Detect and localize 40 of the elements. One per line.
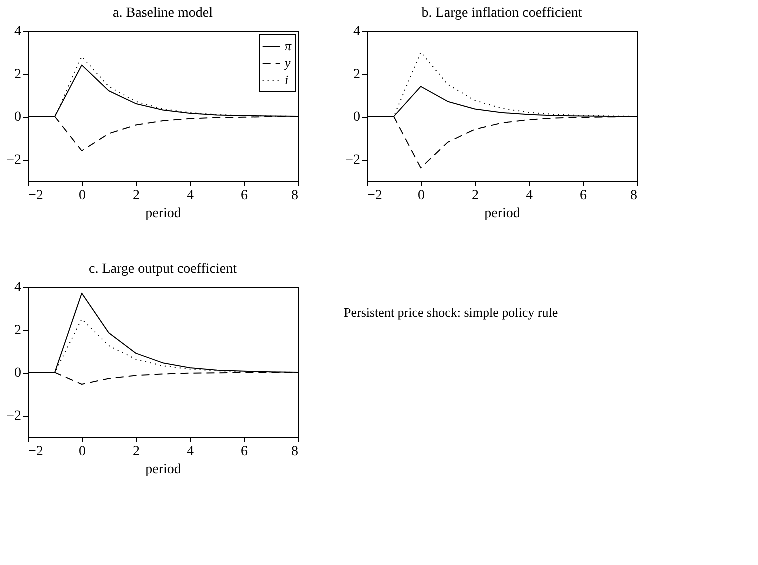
x-tick-label: −2 (28, 444, 44, 460)
x-tick-label: −2 (368, 188, 382, 204)
x-tick-label: 8 (292, 188, 298, 204)
x-tick-label: 0 (418, 188, 425, 204)
x-tick-label: 8 (292, 444, 298, 460)
x-tick-label: 4 (187, 188, 194, 204)
x-axis-title: period (146, 462, 182, 478)
x-tick-label: 6 (241, 444, 248, 460)
legend-label: y (283, 56, 291, 70)
x-tick-label: 6 (580, 188, 587, 204)
x-tick-label: 4 (187, 444, 194, 460)
x-tick-label: −2 (28, 188, 44, 204)
x-tick-label: 2 (472, 188, 479, 204)
y-tick-label: 2 (14, 323, 22, 338)
chart-title: a. Baseline model (113, 6, 214, 21)
x-tick-label: 8 (630, 188, 638, 204)
y-tick-label: 4 (354, 24, 360, 40)
x-axis-title: period (484, 206, 520, 222)
y-tick-label: 0 (14, 366, 22, 382)
x-axis-title: period (146, 206, 182, 222)
y-tick-label: −2 (6, 409, 22, 424)
x-tick-label: 4 (526, 188, 533, 204)
x-tick-label: 0 (79, 188, 86, 204)
y-tick-label: 2 (354, 67, 360, 82)
x-tick-label: 2 (133, 444, 140, 460)
x-tick-label: 6 (241, 188, 248, 204)
text: Persistent price shock: simple policy rule (344, 305, 558, 320)
chart-title: b. Large inflation coefficient (422, 6, 582, 21)
x-tick-label: 2 (133, 188, 140, 204)
chart-title: c. Large output coefficient (89, 262, 238, 277)
y-tick-label: 0 (14, 110, 22, 126)
x-tick-label: 0 (79, 444, 86, 460)
y-tick-label: 2 (14, 67, 22, 82)
y-tick-label: −2 (6, 153, 22, 168)
y-tick-label: 0 (354, 110, 360, 126)
y-tick-label: 4 (14, 24, 22, 40)
legend-label: π (285, 38, 292, 54)
y-tick-label: −2 (346, 153, 360, 168)
legend-label: i (285, 72, 289, 88)
y-tick-label: 4 (14, 280, 22, 296)
